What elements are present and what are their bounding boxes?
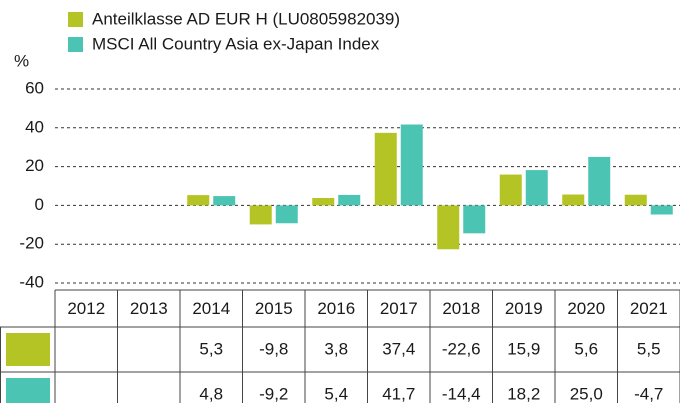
value-label: -4,7 [634,384,663,403]
y-tick-label: 40 [25,117,44,136]
value-label: 5,3 [199,339,223,358]
legend-swatch [68,12,83,27]
bar [650,205,673,215]
value-label: 15,9 [507,339,540,358]
table-swatch [6,378,50,403]
value-label: 37,4 [382,339,415,358]
table-swatch [6,333,50,366]
y-tick-label: 0 [35,195,44,214]
value-label: 41,7 [382,384,415,403]
bar [374,132,397,206]
value-label: 5,6 [574,339,598,358]
x-tick-label: 2020 [567,299,605,318]
x-tick-label: 2014 [192,299,230,318]
legend-label: MSCI All Country Asia ex-Japan Index [92,34,380,53]
value-label: -14,4 [442,384,481,403]
legend-label: Anteilklasse AD EUR H (LU0805982039) [92,9,400,28]
bar [312,198,335,206]
value-label: -22,6 [442,339,481,358]
bar [187,195,210,206]
bar [588,156,611,206]
legend-swatch [68,37,83,52]
x-tick-label: 2016 [317,299,355,318]
bar [338,194,361,206]
bar [499,174,522,206]
bar [400,124,423,206]
bar [249,205,272,225]
bar [624,194,647,206]
value-label: 5,4 [324,384,348,403]
value-label: 25,0 [570,384,603,403]
value-label: 18,2 [507,384,540,403]
bar [562,194,585,206]
value-label: -9,2 [259,384,288,403]
x-tick-label: 2019 [505,299,543,318]
x-tick-label: 2015 [255,299,293,318]
x-tick-label: 2012 [67,299,105,318]
bar [213,196,236,206]
y-tick-label: -20 [19,234,44,253]
x-tick-label: 2021 [630,299,668,318]
y-axis-label: % [14,51,29,70]
value-label: 4,8 [199,384,223,403]
y-tick-label: -40 [19,272,44,291]
bar [437,205,460,250]
value-label: 5,5 [637,339,661,358]
x-tick-label: 2013 [130,299,168,318]
bar [463,205,486,234]
value-label: -9,8 [259,339,288,358]
y-tick-label: 20 [25,156,44,175]
value-label: 3,8 [324,339,348,358]
bar [525,170,548,206]
x-tick-label: 2018 [442,299,480,318]
x-tick-label: 2017 [380,299,418,318]
bar [275,205,298,224]
y-tick-label: 60 [25,78,44,97]
